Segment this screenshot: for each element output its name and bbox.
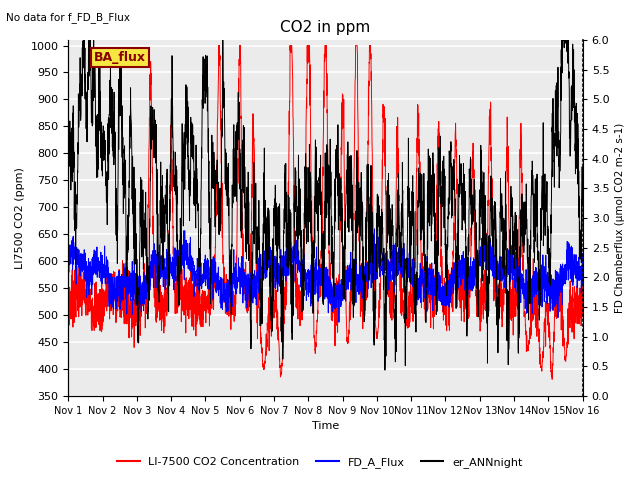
Y-axis label: FD Chamberflux (μmol CO2 m-2 s-1): FD Chamberflux (μmol CO2 m-2 s-1) xyxy=(615,123,625,313)
Text: BA_flux: BA_flux xyxy=(93,51,146,64)
X-axis label: Time: Time xyxy=(312,421,339,432)
Y-axis label: LI7500 CO2 (ppm): LI7500 CO2 (ppm) xyxy=(15,167,25,269)
Text: No data for f_FD_B_Flux: No data for f_FD_B_Flux xyxy=(6,12,131,23)
Title: CO2 in ppm: CO2 in ppm xyxy=(280,20,371,35)
Legend: LI-7500 CO2 Concentration, FD_A_Flux, er_ANNnight: LI-7500 CO2 Concentration, FD_A_Flux, er… xyxy=(113,452,527,472)
